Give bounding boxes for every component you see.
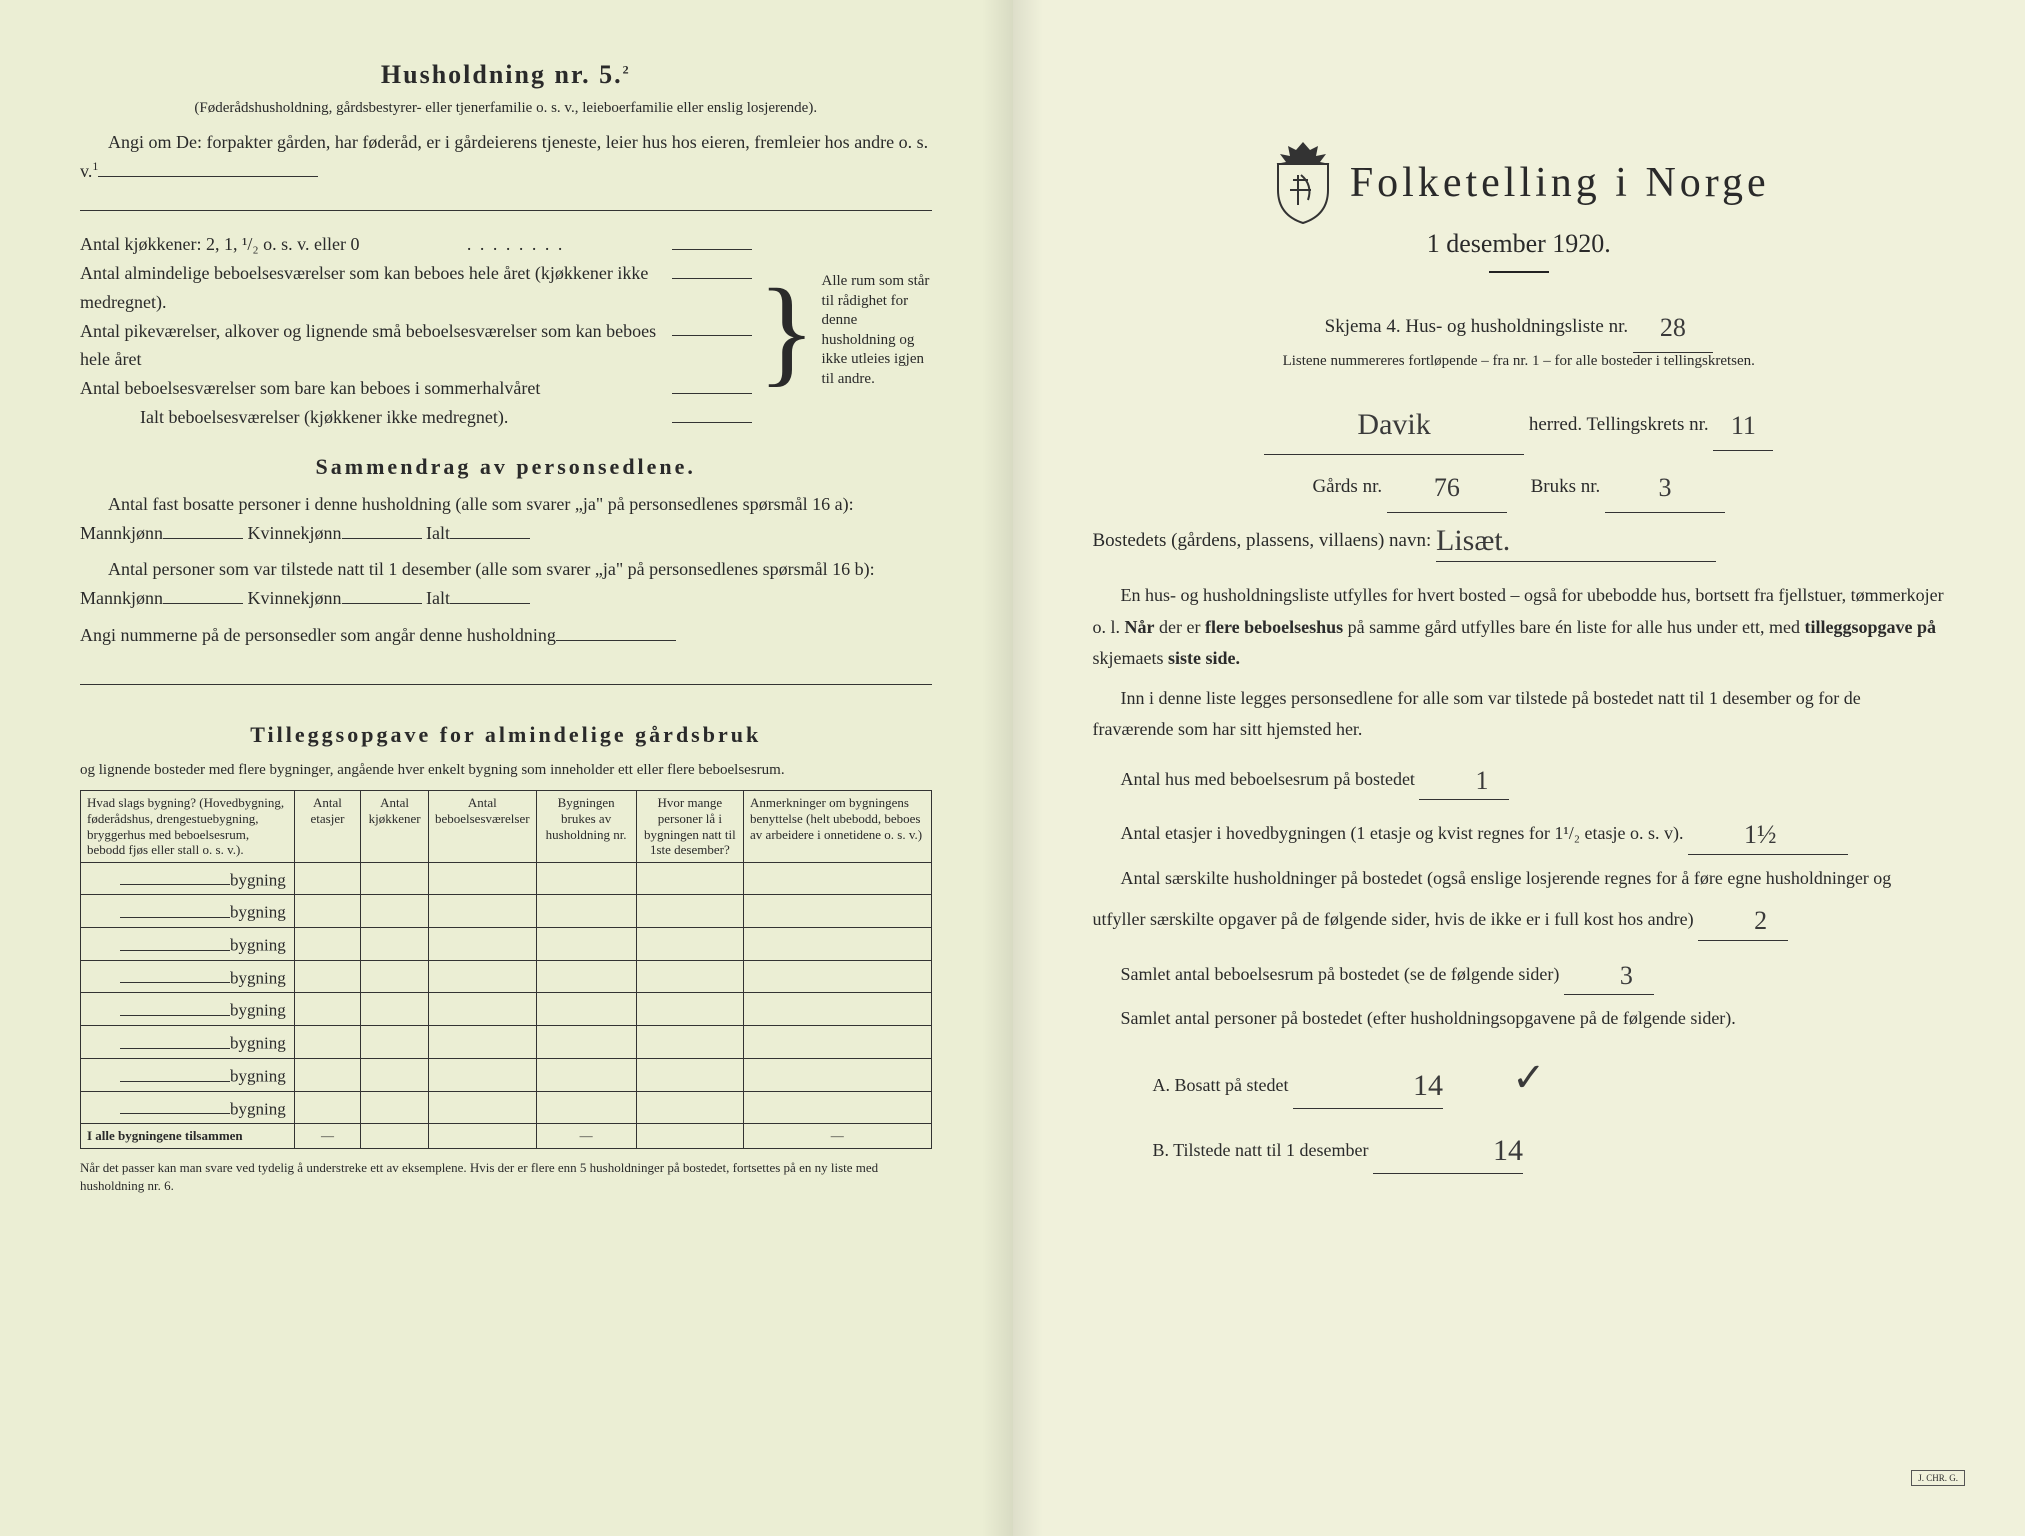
bygning-cell: bygning — [81, 1058, 295, 1091]
date-line: 1 desember 1920. — [1093, 229, 1946, 259]
col-bebo: Antal beboelsesværelser — [428, 791, 536, 862]
main-title: Folketelling i Norge — [1350, 159, 1770, 207]
rule — [80, 194, 932, 212]
instruction-p1: En hus- og husholdningsliste utfylles fo… — [1093, 580, 1946, 675]
left-page: Husholdning nr. 5.2 (Føderådshusholdning… — [0, 0, 1013, 1536]
printer-stamp: J. CHR. G. — [1911, 1470, 1965, 1486]
tilstede-field: 14 — [1373, 1121, 1523, 1175]
sammendrag-p2: Antal personer som var tilstede natt til… — [80, 555, 932, 613]
col-type: Hvad slags bygning? (Hovedbygning, føder… — [81, 791, 295, 862]
angi-nummer: Angi nummerne på de personsedler som ang… — [80, 621, 932, 650]
bosatt-line: A. Bosatt på stedet 14 ✓ — [1093, 1043, 1946, 1113]
angi-om: Angi om De: forpakter gården, har føderå… — [80, 128, 932, 186]
bygning-cell: bygning — [81, 960, 295, 993]
samlet-personer-line: Samlet antal personer på bostedet (efter… — [1093, 1003, 1946, 1035]
gards-field: 76 — [1387, 455, 1507, 513]
bosted-field: Lisæt. — [1436, 513, 1716, 562]
bygning-cell: bygning — [81, 862, 295, 895]
col-personer: Hvor mange personer lå i bygningen natt … — [636, 791, 743, 862]
col-etasjer: Antal etasjer — [294, 791, 360, 862]
tilstede-line: B. Tilstede natt til 1 desember 14 — [1093, 1121, 1946, 1175]
table-row: bygning — [81, 928, 932, 961]
table-row: bygning — [81, 960, 932, 993]
divider — [1489, 271, 1549, 273]
title-sup: 2 — [623, 62, 631, 76]
antal-etasjer-line: Antal etasjer i hovedbygningen (1 etasje… — [1093, 808, 1946, 855]
krets-field: 11 — [1713, 393, 1773, 451]
fold-shadow — [1013, 0, 1043, 1536]
row-maid: Antal pikeværelser, alkover og lignende … — [80, 317, 752, 375]
table-row: bygning — [81, 1058, 932, 1091]
table-row: bygning — [81, 862, 932, 895]
tillegg-sub: og lignende bosteder med flere bygninger… — [80, 758, 932, 782]
room-rows-group: Antal kjøkkener: 2, 1, ¹/₂ o. s. v. elle… — [80, 230, 932, 432]
brace-note: Alle rum som står til rådighet for denne… — [822, 272, 932, 389]
table-row: bygning — [81, 895, 932, 928]
household-title: Husholdning nr. 5.2 — [80, 60, 932, 90]
samlet-beboelse-line: Samlet antal beboelsesrum på bostedet (s… — [1093, 949, 1946, 996]
bosatt-field: 14 — [1293, 1056, 1443, 1110]
checkmark-icon: ✓ — [1452, 1043, 1546, 1113]
sammendrag-head: Sammendrag av personsedlene. — [80, 454, 932, 480]
table-row: bygning — [81, 993, 932, 1026]
table-row: bygning — [81, 1026, 932, 1059]
bygning-cell: bygning — [81, 993, 295, 1026]
col-anm: Anmerkninger om bygningens benyttelse (h… — [744, 791, 931, 862]
liste-nr-field: 28 — [1633, 295, 1713, 353]
household-subtitle: (Føderådshusholdning, gårdsbestyrer- ell… — [80, 96, 932, 120]
bygning-cell: bygning — [81, 1026, 295, 1059]
gards-line: Gårds nr. 76 Bruks nr. 3 — [1093, 455, 1946, 513]
rule — [80, 668, 932, 686]
instruction-p2: Inn i denne liste legges personsedlene f… — [1093, 683, 1946, 746]
antal-hushold-field: 2 — [1698, 894, 1788, 941]
samlet-beboelse-field: 3 — [1564, 949, 1654, 996]
curly-brace: } — [752, 277, 822, 385]
herred-line: Davik herred. Tellingskrets nr. 11 — [1093, 388, 1946, 455]
antal-hus-field: 1 — [1419, 754, 1509, 801]
bosted-line: Bostedets (gårdens, plassens, villaens) … — [1093, 513, 1946, 562]
room-rows: Antal kjøkkener: 2, 1, ¹/₂ o. s. v. elle… — [80, 230, 752, 432]
bygning-cell: bygning — [81, 895, 295, 928]
col-brukes: Bygningen brukes av husholdning nr. — [536, 791, 636, 862]
antal-etasjer-field: 1½ — [1688, 808, 1848, 855]
col-kjokkener: Antal kjøkkener — [361, 791, 429, 862]
row-total: Ialt beboelsesværelser (kjøkkener ikke m… — [80, 403, 752, 432]
bygning-cell: bygning — [81, 928, 295, 961]
row-ordinary: Antal almindelige beboelsesværelser som … — [80, 259, 752, 317]
body-text: En hus- og husholdningsliste utfylles fo… — [1093, 580, 1946, 1174]
table-header-row: Hvad slags bygning? (Hovedbygning, føder… — [81, 791, 932, 862]
skjema-line: Skjema 4. Hus- og husholdningsliste nr. … — [1093, 295, 1946, 353]
footer-label: I alle bygningene tilsammen — [81, 1124, 295, 1149]
antal-hushold-line: Antal særskilte husholdninger på bostede… — [1093, 863, 1946, 941]
angi-blank — [98, 157, 318, 177]
bruks-field: 3 — [1605, 455, 1725, 513]
sammendrag-p1: Antal fast bosatte personer i denne hush… — [80, 490, 932, 548]
row-kitchens: Antal kjøkkener: 2, 1, ¹/₂ o. s. v. elle… — [80, 230, 752, 259]
table-footer-row: I alle bygningene tilsammen ——— — [81, 1124, 932, 1149]
antal-hus-line: Antal hus med beboelsesrum på bostedet 1 — [1093, 754, 1946, 801]
coat-of-arms-icon — [1268, 140, 1338, 225]
title-text: Husholdning nr. 5. — [381, 60, 623, 89]
bygning-cell: bygning — [81, 1091, 295, 1124]
bygning-table: Hvad slags bygning? (Hovedbygning, føder… — [80, 790, 932, 1149]
tillegg-head: Tilleggsopgave for almindelige gårdsbruk — [80, 722, 932, 748]
row-summer: Antal beboelsesværelser som bare kan beb… — [80, 374, 752, 403]
right-page: Folketelling i Norge 1 desember 1920. Sk… — [1013, 0, 2025, 1536]
listene-note: Listene nummereres fortløpende – fra nr.… — [1093, 353, 1946, 370]
footnote: Når det passer kan man svare ved tydelig… — [80, 1159, 932, 1194]
table-row: bygning — [81, 1091, 932, 1124]
herred-field: Davik — [1264, 388, 1524, 455]
header-row: Folketelling i Norge — [1093, 140, 1946, 225]
fold-shadow — [982, 0, 1012, 1536]
